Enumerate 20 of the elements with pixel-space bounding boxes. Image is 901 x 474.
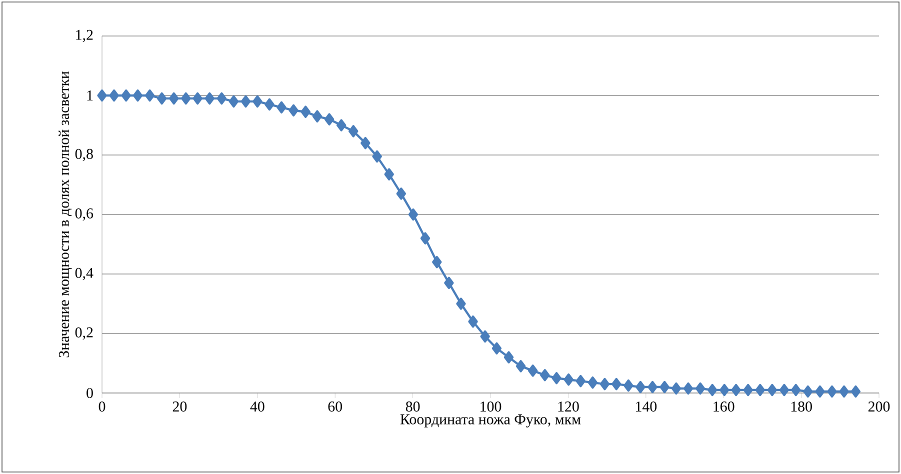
y-tick-label: 0,6 [75, 208, 94, 221]
x-tick-label: 60 [328, 402, 342, 412]
x-tick-label: 0 [98, 402, 106, 412]
x-tick-label: 100 [480, 402, 502, 412]
x-tick-label: 40 [250, 402, 264, 412]
x-tick-label: 120 [558, 402, 579, 412]
x-tick-label: 80 [406, 402, 420, 412]
y-tick-label: 0 [86, 388, 93, 398]
y-tick-label: 1 [87, 90, 93, 100]
y-tick-label: 1,2 [76, 30, 93, 42]
y-axis-title: Значение мощности в долях полной засветки [58, 71, 72, 358]
y-tick-label: 0,4 [75, 268, 94, 280]
x-axis-title: Координата ножа Фуко, мкм [400, 414, 581, 428]
x-tick-label: 160 [714, 402, 734, 412]
x-tick-label: 140 [636, 402, 657, 412]
y-tick-label: 0,8 [75, 148, 93, 162]
y-tick-label: 0,2 [75, 327, 93, 340]
x-tick-label: 180 [791, 402, 812, 412]
x-tick-label: 20 [172, 402, 187, 412]
x-tick-label: 200 [868, 402, 890, 412]
